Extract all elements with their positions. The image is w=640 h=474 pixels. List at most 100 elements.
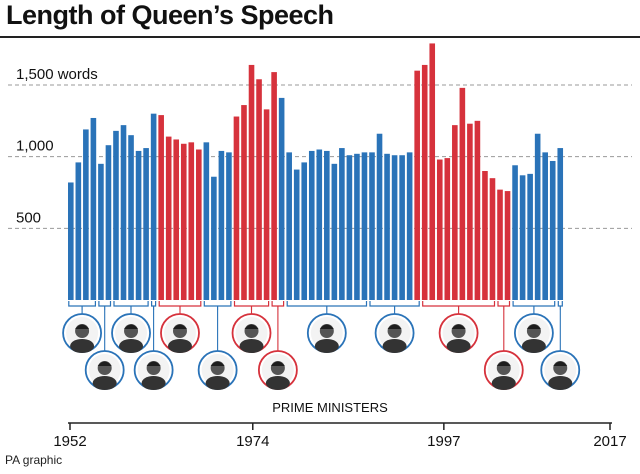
- bar-conservative: [549, 160, 556, 300]
- bar-conservative: [120, 125, 127, 300]
- pm-bracket: [68, 301, 96, 310]
- bar-labour: [188, 142, 195, 300]
- portrait-hair: [97, 361, 112, 366]
- pm-portrait: [540, 350, 581, 390]
- pm-bracket: [203, 301, 232, 310]
- portrait-shoulders: [446, 339, 471, 353]
- pm-bracket: [512, 301, 556, 310]
- portrait-shoulders: [141, 376, 166, 390]
- pm-portrait: [438, 313, 479, 353]
- bar-conservative: [391, 155, 398, 300]
- bar-conservative: [203, 142, 210, 300]
- x-tick-label: 1952: [53, 433, 86, 450]
- bar-labour: [497, 189, 503, 300]
- portrait-shoulders: [70, 339, 95, 353]
- bar-conservative: [369, 152, 375, 300]
- bar-labour: [467, 123, 473, 300]
- bar-labour: [233, 116, 240, 300]
- portrait-shoulders: [205, 376, 230, 390]
- pm-portrait: [513, 313, 554, 353]
- bar-labour: [474, 120, 481, 300]
- portrait-shoulders: [239, 339, 264, 353]
- bar-conservative: [90, 117, 97, 300]
- portrait-shoulders: [491, 376, 516, 390]
- pm-portrait: [111, 313, 151, 353]
- title-divider: [0, 36, 640, 38]
- bar-labour: [489, 178, 496, 300]
- x-tick-label: 2017: [593, 433, 626, 450]
- bar-conservative: [354, 153, 360, 300]
- y-axis-labels: 500 1,000 1,500 words: [16, 66, 98, 226]
- bar-conservative: [218, 150, 225, 300]
- bar-labour: [459, 87, 466, 301]
- bar-conservative: [135, 150, 142, 300]
- bar-conservative: [128, 135, 134, 300]
- pm-portrait: [133, 350, 174, 390]
- bar-conservative: [324, 150, 330, 300]
- pm-bracket: [557, 301, 563, 310]
- bar-conservative: [316, 149, 323, 300]
- portrait-hair: [172, 324, 187, 329]
- bar-labour: [165, 136, 172, 300]
- bar-labour: [158, 115, 164, 300]
- bar-conservative: [68, 182, 74, 300]
- x-tick-label: 1997: [427, 433, 460, 450]
- portrait-hair: [270, 361, 285, 366]
- pm-bracket: [98, 301, 112, 310]
- bar-conservative: [308, 150, 315, 300]
- bar-conservative: [527, 173, 533, 300]
- bar-labour: [173, 139, 180, 300]
- bar-labour: [429, 43, 436, 301]
- portrait-hair: [319, 324, 334, 329]
- pm-bracket: [151, 301, 157, 310]
- bar-conservative: [75, 162, 82, 300]
- bar-conservative: [278, 97, 285, 301]
- bar-conservative: [512, 165, 518, 300]
- portrait-hair: [210, 361, 225, 366]
- pm-bracket: [158, 301, 202, 310]
- portrait-shoulders: [167, 339, 192, 353]
- portrait-shoulders: [314, 339, 339, 353]
- portrait-shoulders: [265, 376, 290, 390]
- bar-conservative: [331, 163, 338, 300]
- bar-labour: [248, 64, 255, 301]
- pm-portrait: [160, 313, 200, 353]
- pm-portrait: [62, 313, 102, 353]
- y-tick-label: 1,000: [16, 138, 54, 155]
- bar-labour: [256, 79, 262, 301]
- pm-bracket: [497, 301, 511, 310]
- portrait-shoulders: [119, 339, 144, 353]
- bar-conservative: [361, 152, 368, 300]
- x-axis-ticks: 1952 1974 1997 2017: [53, 423, 627, 450]
- portrait-shoulders: [548, 376, 573, 390]
- portrait-hair: [553, 361, 568, 366]
- bar-conservative: [339, 148, 345, 300]
- bar-conservative: [519, 175, 526, 300]
- bar-labour: [414, 70, 420, 300]
- pm-portrait: [231, 313, 272, 353]
- bar-conservative: [150, 113, 157, 300]
- pm-portrait: [374, 313, 415, 353]
- bar-labour: [271, 72, 277, 300]
- pm-portrait: [197, 350, 238, 390]
- bar-conservative: [113, 130, 119, 300]
- bar-conservative: [143, 148, 149, 300]
- pm-bracket: [422, 301, 496, 310]
- bar-conservative: [211, 176, 217, 300]
- bar-labour: [504, 191, 511, 300]
- bar-conservative: [542, 152, 548, 300]
- bar-labour: [436, 159, 443, 300]
- bar-labour: [452, 125, 458, 300]
- bars: [68, 43, 564, 301]
- pm-portrait: [483, 350, 524, 390]
- pm-brackets: [68, 301, 563, 351]
- portrait-hair: [496, 361, 511, 366]
- pm-portraits: [62, 313, 581, 390]
- bar-conservative: [286, 152, 292, 300]
- portrait-hair: [526, 324, 541, 329]
- bar-conservative: [301, 162, 308, 300]
- chart-title: Length of Queen’s Speech: [6, 0, 334, 30]
- pm-portrait: [306, 313, 347, 353]
- bar-conservative: [406, 152, 413, 300]
- portrait-hair: [387, 324, 402, 329]
